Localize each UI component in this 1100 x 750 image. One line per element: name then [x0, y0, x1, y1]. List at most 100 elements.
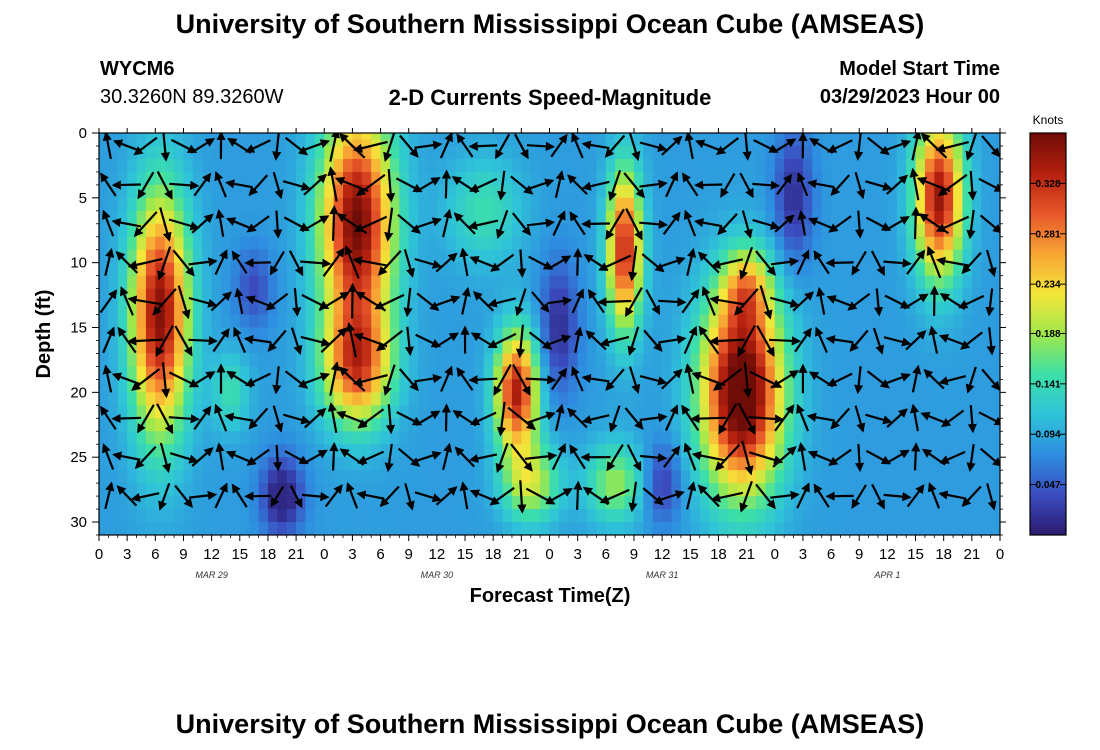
heatmap-cell: [155, 249, 166, 264]
heatmap-cell: [718, 275, 729, 290]
heatmap-cell: [605, 483, 616, 497]
heatmap-cell: [324, 171, 335, 186]
current-arrow: [99, 289, 118, 314]
heatmap-cell: [934, 444, 945, 458]
heatmap-cell: [314, 431, 325, 445]
heatmap-cell: [680, 249, 691, 264]
heatmap-cell: [389, 496, 400, 510]
heatmap-cell: [680, 145, 691, 160]
current-arrow: [102, 326, 115, 354]
heatmap-cell: [465, 133, 476, 141]
current-arrow: [344, 245, 360, 279]
heatmap-cell: [333, 223, 344, 238]
heatmap-cell: [643, 171, 654, 186]
heatmap-cell: [483, 301, 494, 316]
current-arrow: [386, 169, 396, 203]
heatmap-cell: [633, 314, 644, 329]
heatmap-cell: [371, 223, 382, 238]
heatmap-cell: [737, 418, 748, 432]
heatmap-cell: [239, 301, 250, 316]
current-arrow: [435, 486, 458, 506]
heatmap-cell: [568, 223, 579, 238]
heatmap-cell: [127, 301, 138, 316]
heatmap-cell: [343, 327, 354, 342]
heatmap-cell: [577, 340, 588, 355]
heatmap-cell: [605, 392, 616, 406]
heatmap-cell: [981, 288, 992, 303]
heatmap-cell: [962, 509, 973, 523]
current-arrow: [191, 447, 214, 467]
current-arrow: [661, 135, 683, 156]
heatmap-cell: [511, 158, 522, 173]
heatmap-cell: [709, 353, 720, 368]
heatmap-cell: [699, 431, 710, 445]
current-arrow: [825, 335, 854, 345]
heatmap-cell: [587, 236, 598, 251]
heatmap-cell: [239, 145, 250, 160]
heatmap-cell: [145, 236, 156, 251]
current-arrow: [739, 246, 754, 280]
heatmap-cell: [887, 522, 898, 535]
heatmap-cell: [314, 470, 325, 484]
heatmap-cell: [202, 483, 213, 497]
heatmap-cell: [934, 327, 945, 342]
heatmap-cell: [953, 366, 964, 380]
heatmap-cell: [418, 158, 429, 173]
heatmap-cell: [399, 457, 410, 471]
heatmap-cell: [267, 288, 278, 303]
heatmap-cell: [953, 139, 964, 147]
heatmap-cell: [652, 314, 663, 329]
heatmap-cell: [174, 392, 185, 406]
heatmap-cell: [99, 262, 105, 277]
heatmap-cell: [221, 470, 231, 484]
heatmap-cell: [995, 509, 1000, 523]
heatmap-cell: [765, 483, 776, 497]
heatmap-cell: [117, 301, 128, 316]
current-arrow: [708, 336, 745, 346]
heatmap-cell: [990, 522, 996, 535]
heatmap-cell: [361, 262, 372, 277]
heatmap-cell: [784, 288, 795, 303]
heatmap-cell: [558, 145, 569, 160]
heatmap-cell: [239, 158, 250, 173]
heatmap-cell: [605, 275, 616, 290]
current-arrow: [303, 173, 328, 196]
heatmap-cell: [765, 275, 776, 290]
heatmap-cell: [727, 509, 738, 523]
heatmap-cell: [230, 158, 241, 173]
heatmap-cell: [699, 197, 710, 212]
heatmap-cell: [530, 353, 541, 368]
heatmap-cell: [859, 496, 870, 510]
heatmap-cell: [652, 197, 663, 212]
heatmap-cell: [399, 210, 410, 225]
heatmap-cell: [793, 353, 804, 368]
heatmap-cell: [633, 288, 644, 303]
heatmap-cell: [981, 340, 992, 355]
current-arrow: [467, 219, 499, 230]
heatmap-cell: [389, 158, 400, 173]
heatmap-cell: [774, 366, 785, 380]
current-arrow: [302, 449, 328, 465]
heatmap-cell: [868, 327, 879, 342]
heatmap-cell: [389, 522, 400, 535]
current-arrow: [598, 254, 632, 271]
heatmap-cell: [643, 353, 654, 368]
heatmap-cell: [127, 431, 138, 445]
heatmap-cell: [709, 236, 720, 251]
heatmap-cell: [924, 379, 935, 393]
heatmap-cell: [483, 431, 494, 445]
heatmap-cell: [108, 366, 119, 380]
heatmap-cell: [755, 379, 766, 393]
heatmap-cell: [267, 366, 278, 380]
heatmap-cell: [380, 223, 391, 238]
heatmap-cell: [765, 288, 776, 303]
heatmap-cell: [145, 418, 156, 432]
heatmap-cell: [981, 139, 992, 147]
current-arrow: [985, 249, 997, 278]
current-arrow: [117, 326, 137, 354]
heatmap-cell: [577, 139, 588, 147]
heatmap-cell: [962, 353, 973, 368]
current-arrow: [581, 373, 610, 384]
heatmap-cell: [249, 314, 260, 329]
heatmap-cell: [164, 379, 175, 393]
